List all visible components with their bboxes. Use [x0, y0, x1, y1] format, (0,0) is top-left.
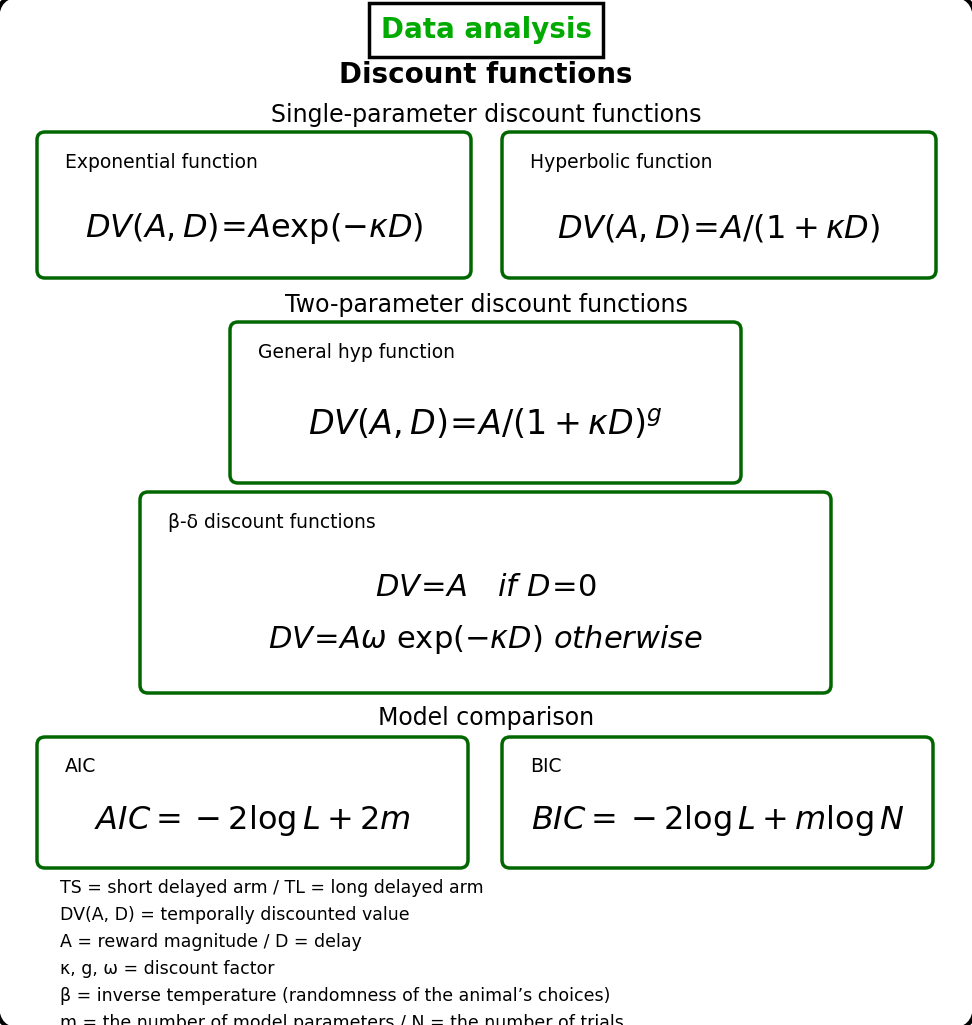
Text: Hyperbolic function: Hyperbolic function — [530, 153, 712, 171]
FancyBboxPatch shape — [140, 492, 831, 693]
Text: $DV(A,D)\!=\!A/(1+\kappa D)^{g}$: $DV(A,D)\!=\!A/(1+\kappa D)^{g}$ — [308, 408, 663, 443]
Text: A = reward magnitude / D = delay: A = reward magnitude / D = delay — [60, 933, 362, 951]
FancyBboxPatch shape — [369, 3, 603, 57]
Text: General hyp function: General hyp function — [258, 342, 455, 362]
Text: $BIC = -2\log L + m\log N$: $BIC = -2\log L + m\log N$ — [531, 803, 905, 837]
Text: Data analysis: Data analysis — [380, 16, 592, 44]
Text: Two-parameter discount functions: Two-parameter discount functions — [285, 293, 687, 317]
Text: m = the number of model parameters / N = the number of trials: m = the number of model parameters / N =… — [60, 1014, 624, 1025]
Text: Model comparison: Model comparison — [378, 706, 594, 730]
Text: $DV(A,D)\!=\!A\mathrm{exp}(-\kappa D)$: $DV(A,D)\!=\!A\mathrm{exp}(-\kappa D)$ — [85, 210, 423, 246]
Text: Single-parameter discount functions: Single-parameter discount functions — [271, 102, 701, 127]
FancyBboxPatch shape — [37, 132, 471, 278]
Text: $AIC = -2\log L + 2m$: $AIC = -2\log L + 2m$ — [94, 803, 410, 837]
FancyBboxPatch shape — [502, 132, 936, 278]
Text: κ, g, ω = discount factor: κ, g, ω = discount factor — [60, 960, 274, 978]
Text: BIC: BIC — [530, 757, 562, 777]
FancyBboxPatch shape — [37, 737, 468, 868]
Text: β-δ discount functions: β-δ discount functions — [168, 512, 376, 532]
Text: $DV\!=\!A \quad if\ D\!=\!0$: $DV\!=\!A \quad if\ D\!=\!0$ — [374, 574, 597, 603]
Text: TS = short delayed arm / TL = long delayed arm: TS = short delayed arm / TL = long delay… — [60, 879, 484, 897]
FancyBboxPatch shape — [502, 737, 933, 868]
FancyBboxPatch shape — [230, 322, 741, 483]
Text: Discount functions: Discount functions — [339, 62, 633, 89]
Text: β = inverse temperature (randomness of the animal’s choices): β = inverse temperature (randomness of t… — [60, 987, 610, 1004]
Text: $DV(A,D)\!=\!A/(1+\kappa D)$: $DV(A,D)\!=\!A/(1+\kappa D)$ — [557, 212, 881, 244]
Text: AIC: AIC — [65, 757, 96, 777]
Text: DV(A, D) = temporally discounted value: DV(A, D) = temporally discounted value — [60, 906, 409, 924]
Text: Exponential function: Exponential function — [65, 153, 258, 171]
Text: $DV\!=\!A\omega\ \mathrm{exp}(-\kappa D)\ otherwise$: $DV\!=\!A\omega\ \mathrm{exp}(-\kappa D)… — [268, 623, 703, 656]
